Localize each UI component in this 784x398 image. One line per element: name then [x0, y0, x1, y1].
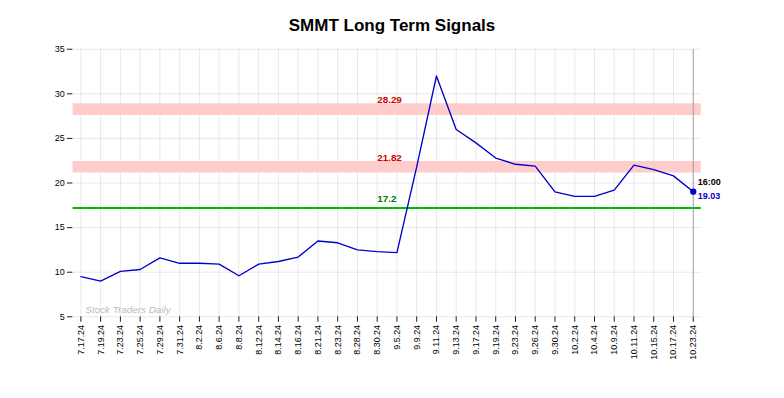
svg-text:8.30.24: 8.30.24	[372, 325, 382, 355]
svg-text:9.30.24: 9.30.24	[550, 325, 560, 355]
svg-text:8.2.24: 8.2.24	[194, 325, 204, 350]
svg-text:28.29: 28.29	[377, 94, 402, 105]
svg-text:8.21.24: 8.21.24	[313, 325, 323, 355]
svg-text:10.2.24: 10.2.24	[570, 325, 580, 355]
svg-text:10.23.24: 10.23.24	[688, 325, 698, 360]
svg-text:9.19.24: 9.19.24	[491, 325, 501, 355]
svg-text:21.82: 21.82	[377, 152, 402, 163]
svg-text:25: 25	[55, 133, 65, 143]
svg-text:9.5.24: 9.5.24	[392, 325, 402, 350]
svg-text:15: 15	[55, 222, 65, 232]
svg-text:9.9.24: 9.9.24	[412, 325, 422, 350]
html-text:SMMT Long Term Signals: SMMT Long Term Signals	[288, 16, 496, 35]
svg-text:20: 20	[55, 178, 65, 188]
svg-text:9.11.24: 9.11.24	[431, 325, 441, 354]
svg-text:9.26.24: 9.26.24	[530, 325, 540, 355]
svg-text:9.23.24: 9.23.24	[510, 325, 520, 355]
svg-text:10.11.24: 10.11.24	[629, 325, 639, 359]
svg-text:8.23.24: 8.23.24	[333, 325, 343, 355]
svg-text:35: 35	[55, 44, 65, 54]
svg-text:19.03: 19.03	[698, 191, 720, 201]
svg-text:7.17.24: 7.17.24	[76, 325, 86, 355]
svg-text:8.12.24: 8.12.24	[254, 325, 264, 355]
svg-text:16:00: 16:00	[698, 177, 721, 187]
svg-text:10.4.24: 10.4.24	[589, 325, 599, 355]
svg-text:10: 10	[55, 267, 65, 277]
svg-text:30: 30	[55, 89, 65, 99]
svg-text:10.15.24: 10.15.24	[649, 325, 659, 360]
svg-text:Stock Traders Daily: Stock Traders Daily	[85, 304, 171, 315]
svg-text:8.8.24: 8.8.24	[234, 325, 244, 350]
svg-text:8.6.24: 8.6.24	[214, 325, 224, 350]
svg-text:9.13.24: 9.13.24	[451, 325, 461, 355]
svg-text:5: 5	[60, 312, 65, 322]
svg-text:7.25.24: 7.25.24	[135, 325, 145, 355]
svg-text:8.28.24: 8.28.24	[352, 325, 362, 355]
svg-text:8.16.24: 8.16.24	[293, 325, 303, 355]
svg-text:7.19.24: 7.19.24	[95, 325, 105, 355]
svg-text:7.29.24: 7.29.24	[155, 325, 165, 355]
svg-text:17.2: 17.2	[377, 193, 397, 204]
svg-text:10.9.24: 10.9.24	[609, 325, 619, 355]
svg-text:8.14.24: 8.14.24	[273, 325, 283, 355]
svg-text:7.23.24: 7.23.24	[115, 325, 125, 355]
svg-text:7.31.24: 7.31.24	[175, 325, 185, 355]
svg-text:9.17.24: 9.17.24	[471, 325, 481, 355]
svg-text:10.17.24: 10.17.24	[668, 325, 678, 360]
